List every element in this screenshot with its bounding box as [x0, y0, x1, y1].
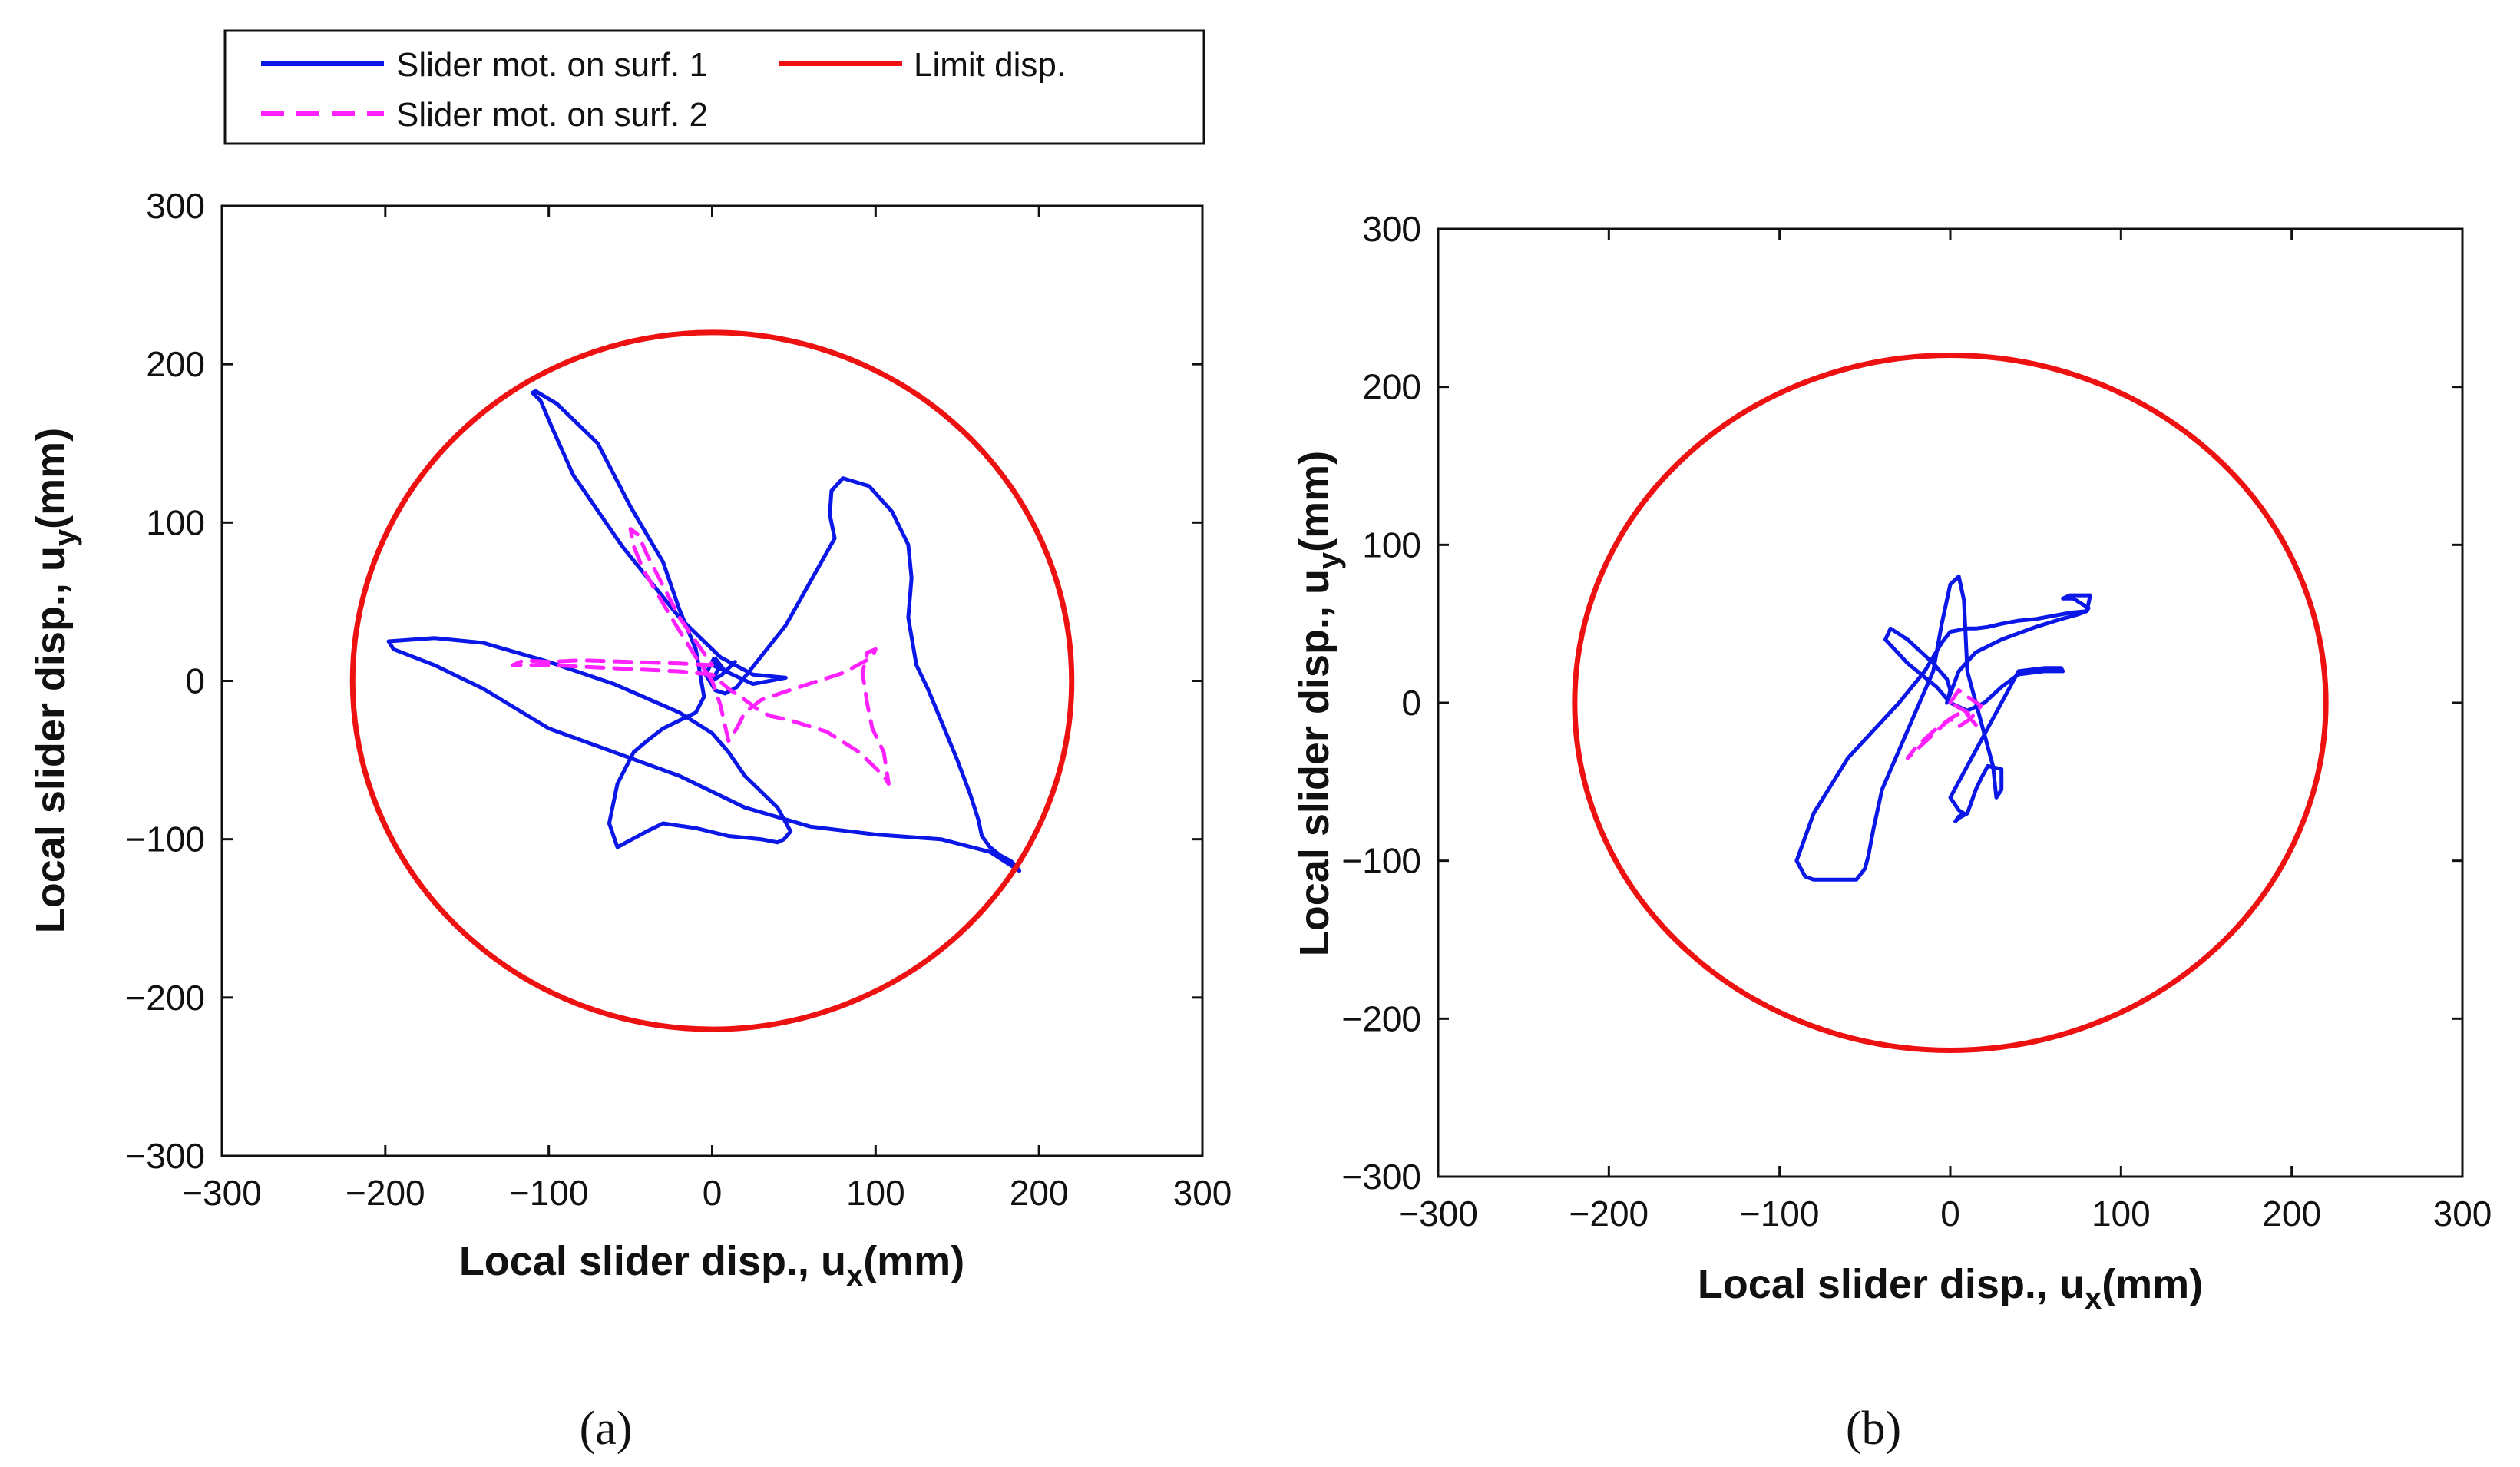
panel-a: −300 −200 −100 0 100 200 300 −300 −200 −100 0 100 20…	[28, 186, 1232, 1455]
panel-a-xtick-label: 0	[703, 1173, 723, 1213]
panel-b-ytick-label: −300	[1341, 1157, 1421, 1197]
panel-a-xtick-label: −300	[182, 1173, 262, 1213]
panel-b-ytick-label: 0	[1401, 683, 1421, 723]
panel-b-series-surf2	[1905, 688, 1983, 760]
panel-b-ylabel-unit: (mm)	[1291, 451, 1338, 552]
panel-a-ytick-label: 200	[146, 344, 205, 384]
panel-a-xtick-label: −200	[346, 1173, 425, 1213]
panel-a-xtick-label: 200	[1010, 1173, 1069, 1213]
panel-a-xlabel: Local slider disp., ux(mm)	[459, 1238, 964, 1293]
panel-b-xlabel-sub: x	[2085, 1282, 2102, 1316]
panel-a-ylabel-main: Local slider disp., u	[28, 546, 74, 933]
panel-a-series-limit	[349, 329, 1075, 1032]
panel-a-xlabel-sub: x	[846, 1259, 863, 1293]
panel-a-ylabel-sub: y	[48, 528, 82, 546]
panel-b-xlabel-main: Local slider disp., u	[1698, 1261, 2085, 1307]
panel-b-xtick-label: 300	[2433, 1194, 2492, 1234]
panel-a-ylabel: Local slider disp., uy(mm)	[28, 428, 82, 933]
panel-a-ylabel-unit: (mm)	[28, 428, 74, 529]
legend-label-surf2: Slider mot. on surf. 2	[396, 96, 708, 134]
panel-b-ytick-label: −100	[1341, 841, 1421, 881]
panel-a-series-surf1	[386, 389, 1022, 873]
legend: Slider mot. on surf. 1 Limit disp. Slide…	[223, 29, 1205, 145]
panel-a-series-surf2	[511, 527, 891, 786]
panel-b-xtick-label: −100	[1740, 1194, 1820, 1234]
panel-b-series-limit	[1572, 353, 2329, 1053]
panel-b-plot-data	[1572, 353, 2329, 1053]
panel-b-xlabel-unit: (mm)	[2102, 1261, 2203, 1307]
panel-a-ytick-label: 300	[146, 186, 205, 226]
panel-b-xtick-label: 100	[2092, 1194, 2151, 1234]
panel-b-ylabel: Local slider disp., uy(mm)	[1291, 451, 1346, 956]
panel-a-ticks: −300 −200 −100 0 100 200 300 −300 −200 −100 0 100 20…	[125, 186, 1232, 1213]
legend-label-surf1: Slider mot. on surf. 1	[396, 46, 708, 84]
panel-b-series-surf1	[1794, 575, 2092, 882]
panel-a-xtick-label: 100	[846, 1173, 905, 1213]
panel-a-ytick-label: −200	[125, 978, 205, 1018]
panel-a-ytick-label: −300	[125, 1136, 205, 1176]
panel-b: −300 −200 −100 0 100 200 300 −300 −200 −100 0 100 20…	[1291, 209, 2492, 1455]
panel-b-xtick-label: −300	[1398, 1194, 1478, 1234]
panel-a-xtick-label: 300	[1173, 1173, 1232, 1213]
panel-b-ylabel-sub: y	[1312, 551, 1346, 569]
panel-b-label: (b)	[1846, 1402, 1901, 1455]
panel-b-xtick-label: 0	[1940, 1194, 1960, 1234]
panel-b-ytick-label: 200	[1362, 367, 1421, 407]
legend-label-limit: Limit disp.	[914, 46, 1066, 84]
panel-b-ytick-label: −200	[1341, 998, 1421, 1038]
legend-box	[223, 29, 1205, 145]
panel-a-ytick-label: −100	[125, 820, 205, 859]
panel-b-xtick-label: −200	[1569, 1194, 1649, 1234]
panel-b-ticks: −300 −200 −100 0 100 200 300 −300 −200 −100 0 100 20…	[1341, 209, 2492, 1234]
panel-b-xlabel: Local slider disp., ux(mm)	[1698, 1261, 2203, 1316]
panel-b-ytick-label: 100	[1362, 525, 1421, 565]
panel-a-label: (a)	[580, 1402, 633, 1455]
panel-b-xtick-label: 200	[2262, 1194, 2321, 1234]
panel-a-ytick-label: 0	[185, 661, 205, 701]
panel-a-xlabel-main: Local slider disp., u	[459, 1238, 846, 1284]
panel-b-ylabel-main: Local slider disp., u	[1291, 569, 1338, 956]
panel-a-xlabel-unit: (mm)	[863, 1238, 964, 1284]
panel-a-ytick-label: 100	[146, 502, 205, 542]
panel-b-ytick-label: 300	[1362, 209, 1421, 249]
panel-a-plot-data	[349, 329, 1075, 1032]
panel-a-xtick-label: −100	[509, 1173, 589, 1213]
